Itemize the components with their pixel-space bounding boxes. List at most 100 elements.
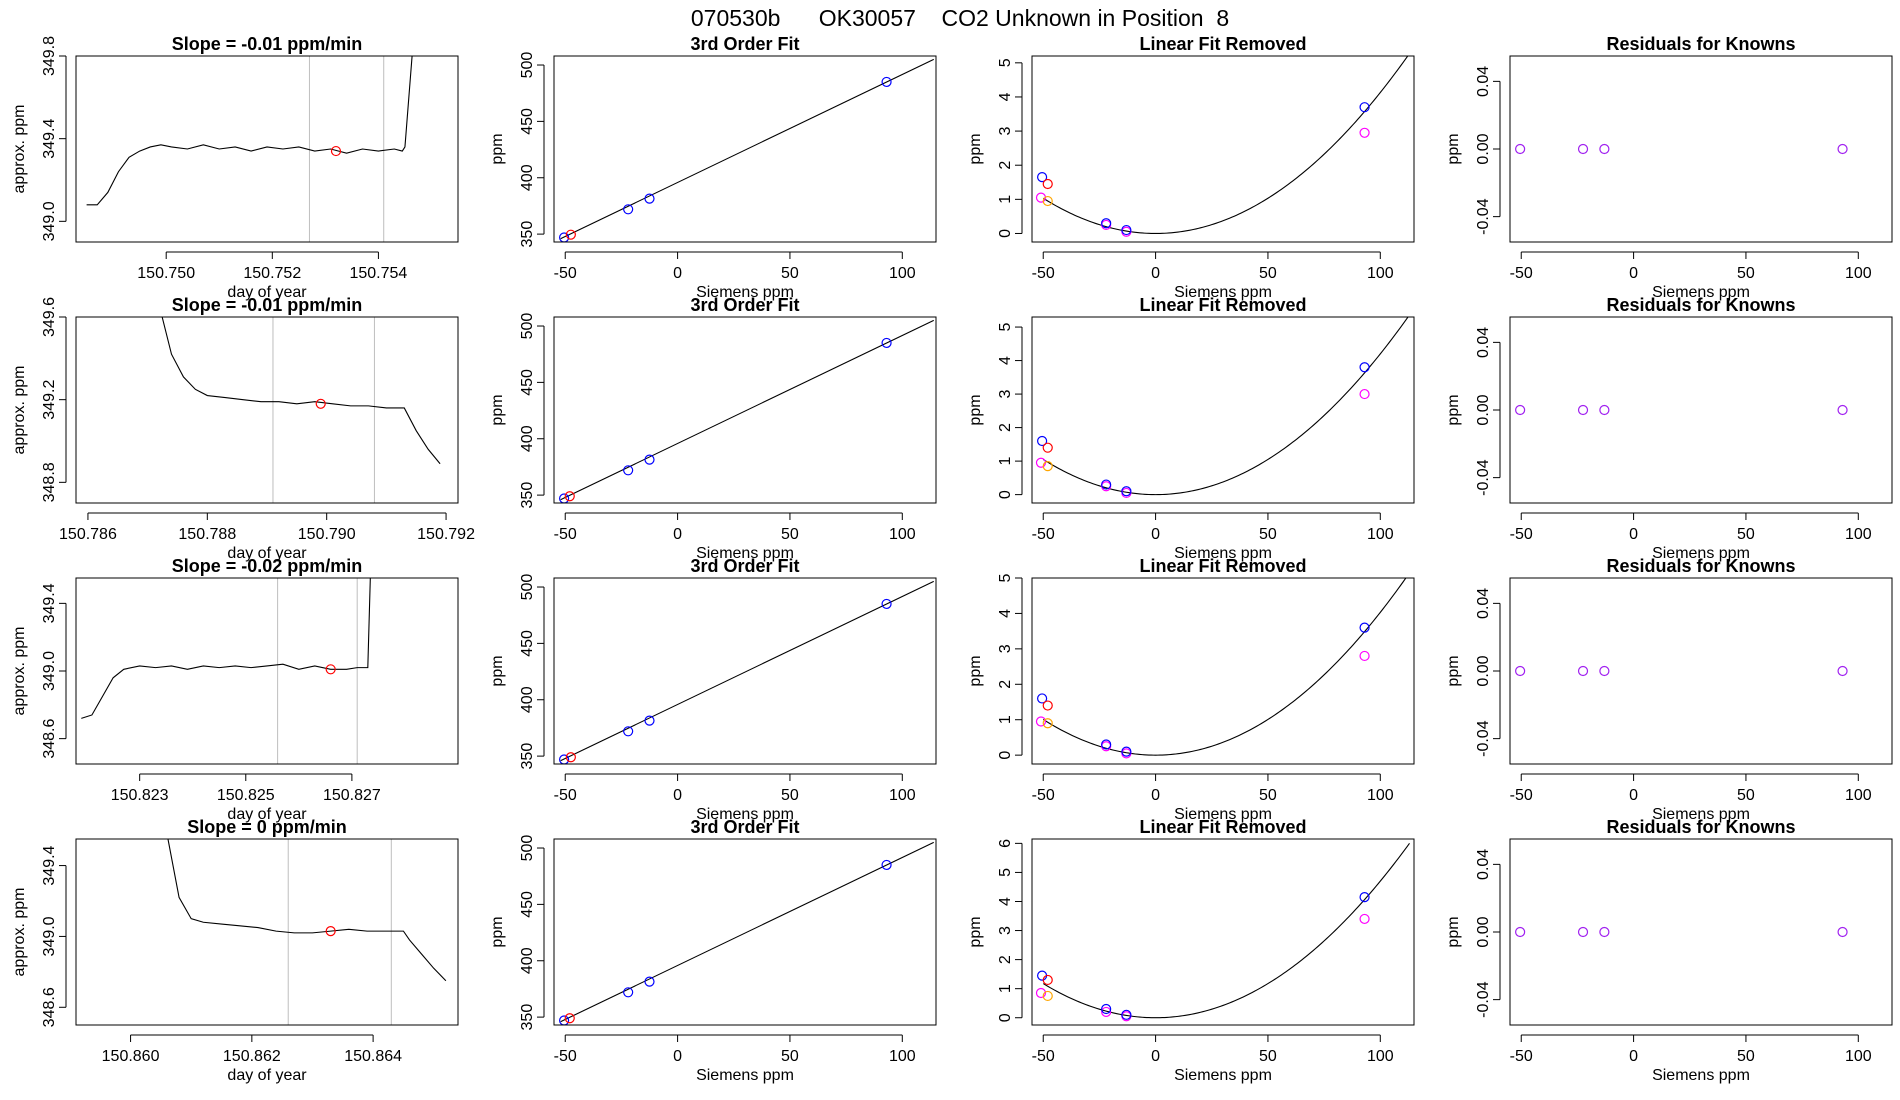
residual-point — [1837, 143, 1848, 155]
x-tick-label: -50 — [554, 265, 577, 282]
x-tick-label: 100 — [889, 787, 916, 804]
analyzer-trace — [81, 578, 371, 719]
plot-area — [86, 56, 413, 206]
plot-area — [559, 319, 934, 503]
panel-title: Residuals for Knowns — [1606, 34, 1795, 54]
x-axis-label: Siemens ppm — [696, 806, 794, 823]
unknown-point — [564, 1013, 575, 1024]
plot-area — [1035, 578, 1407, 759]
y-tick-label: 3 — [997, 390, 1014, 399]
removed-fit-point — [1359, 388, 1370, 400]
y-tick-label: 0 — [997, 1013, 1014, 1022]
x-tick-label: 150.825 — [217, 787, 275, 804]
plot-frame — [75, 577, 459, 765]
x-tick-label: 150.786 — [59, 526, 117, 543]
average-marker — [325, 926, 336, 937]
removed-fit-point — [1035, 716, 1047, 727]
removed-fit-point — [1035, 987, 1047, 999]
unknown-point — [565, 229, 576, 240]
y-tick-label: 4 — [997, 92, 1014, 101]
panel-grid: Slope = -0.01 ppm/min 150.750 150.752 150.7… — [11, 34, 1893, 1084]
plot-frame — [553, 838, 937, 1026]
average-marker — [315, 398, 326, 409]
x-axis-label: day of year — [227, 545, 307, 562]
y-tick-label: 450 — [519, 108, 536, 135]
y-tick-label: 0 — [997, 751, 1014, 760]
y-tick-label: 348.6 — [41, 987, 58, 1027]
x-tick-label: 50 — [1737, 1048, 1755, 1065]
standard-point — [1359, 362, 1370, 373]
panel-r2-c4: Residuals for Knowns -50 0 50 100 Siemens ppm… — [1445, 295, 1893, 562]
panel-title: Slope = -0.02 ppm/min — [172, 556, 363, 576]
x-tick-label: -50 — [1510, 265, 1533, 282]
y-tick-label: 0.04 — [1475, 588, 1492, 619]
y-tick-label: 400 — [519, 947, 536, 974]
y-tick-label: 500 — [519, 52, 536, 79]
standard-point — [1359, 622, 1370, 633]
panel-r3-c3: Linear Fit Removed -50 0 50 100 Siemens ppm 0 1… — [967, 556, 1415, 823]
x-axis-label: Siemens ppm — [1652, 284, 1750, 301]
analyzer-trace — [86, 56, 413, 206]
residual-point — [1837, 665, 1848, 677]
x-axis-label: Siemens ppm — [696, 284, 794, 301]
unknown-alt-point — [1042, 461, 1053, 472]
plot-frame — [75, 55, 459, 243]
y-tick-label: 3 — [997, 127, 1014, 136]
y-tick-label: 400 — [519, 425, 536, 452]
plot-frame — [1509, 838, 1893, 1026]
y-tick-label: 0.00 — [1475, 394, 1492, 425]
x-tick-label: 0 — [673, 265, 682, 282]
y-axis-label: ppm — [489, 394, 506, 425]
y-tick-label: 5 — [997, 573, 1014, 582]
x-tick-label: -50 — [554, 526, 577, 543]
y-axis-label: ppm — [489, 133, 506, 164]
y-tick-label: 350 — [519, 1004, 536, 1031]
x-tick-label: -50 — [1510, 1048, 1533, 1065]
standard-point — [1101, 218, 1112, 229]
x-tick-label: 50 — [1737, 526, 1755, 543]
panel-r3-c2: 3rd Order Fit -50 0 50 100 Siemens ppm 350 400 4… — [489, 556, 937, 823]
plot-frame — [75, 838, 459, 1026]
y-axis-label: ppm — [489, 916, 506, 947]
panel-title: 3rd Order Fit — [690, 34, 799, 54]
standard-point — [1037, 435, 1048, 447]
x-axis-label: day of year — [227, 1067, 307, 1084]
plot-frame — [553, 577, 937, 765]
x-tick-label: 150.792 — [417, 526, 475, 543]
y-axis-label: ppm — [967, 916, 984, 947]
panel-title: 3rd Order Fit — [690, 817, 799, 837]
y-tick-label: 450 — [519, 630, 536, 657]
y-tick-label: -0.04 — [1475, 981, 1492, 1018]
residual-point — [1515, 404, 1526, 416]
y-tick-label: 6 — [997, 839, 1014, 848]
y-tick-label: 349.4 — [41, 119, 58, 159]
residual-point — [1577, 665, 1589, 677]
fit-line — [560, 319, 934, 501]
x-tick-label: 0 — [673, 1048, 682, 1065]
y-tick-label: 2 — [997, 161, 1014, 170]
y-tick-label: 0.04 — [1475, 327, 1492, 358]
x-tick-label: 50 — [1259, 265, 1277, 282]
unknown-alt-point — [1042, 195, 1053, 207]
x-tick-label: 100 — [889, 1048, 916, 1065]
residual-point — [1577, 143, 1589, 155]
plot-frame — [1031, 838, 1415, 1026]
residual-point — [1515, 665, 1526, 677]
residual-point — [1599, 665, 1610, 677]
removed-fit-point — [1359, 127, 1370, 138]
fit-line — [560, 580, 934, 762]
standard-point — [881, 598, 892, 610]
x-tick-label: 150.864 — [344, 1048, 402, 1065]
standard-point — [1101, 479, 1112, 490]
y-axis-label: ppm — [1445, 133, 1462, 164]
y-tick-label: 1 — [997, 715, 1014, 724]
x-tick-label: 150.752 — [243, 265, 301, 282]
standard-point — [1121, 746, 1132, 757]
plot-area — [167, 839, 447, 982]
y-tick-label: 4 — [997, 356, 1014, 365]
y-tick-label: 0.00 — [1475, 655, 1492, 686]
panel-r1-c1: Slope = -0.01 ppm/min 150.750 150.752 150.7… — [11, 34, 459, 301]
analyzer-trace — [161, 317, 441, 465]
x-tick-label: 0 — [1629, 526, 1638, 543]
y-tick-label: 350 — [519, 221, 536, 248]
